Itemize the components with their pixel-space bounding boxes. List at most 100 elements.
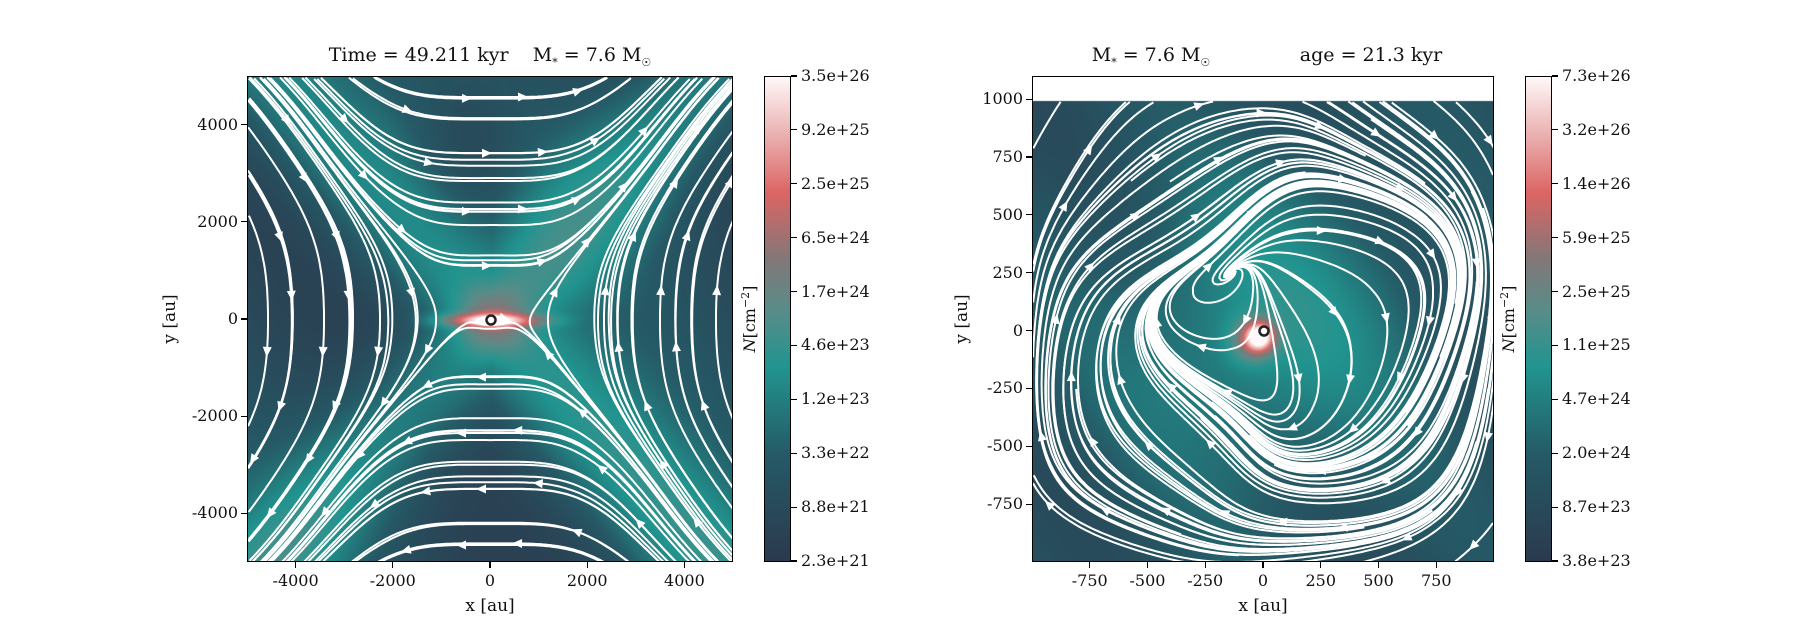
panel1-streamlines: [248, 77, 732, 561]
streamline-arrow: [1259, 448, 1271, 459]
streamline-arrow: [638, 126, 649, 137]
streamline-arrow: [691, 123, 702, 135]
streamline: [1035, 112, 1292, 547]
streamline-arrow: [1487, 316, 1493, 327]
y-tick-mark: [241, 318, 247, 320]
streamline-arrow: [1100, 507, 1112, 517]
cb-label-unit: [cm: [740, 308, 760, 339]
streamline: [1110, 174, 1456, 447]
colorbar-tick-label: 9.2e+25: [801, 119, 870, 139]
streamline: [1033, 464, 1472, 561]
streamline-arrow: [659, 459, 669, 471]
colorbar-tick-label: 8.8e+21: [801, 497, 870, 517]
streamline: [1169, 134, 1464, 469]
streamline: [546, 77, 720, 322]
streamline-arrow: [1454, 486, 1464, 497]
streamline: [281, 488, 345, 561]
panel1-ylabel: y [au]: [160, 294, 180, 344]
sun-symbol: ☉: [641, 55, 652, 69]
streamline: [1072, 101, 1131, 176]
streamline-arrow: [1346, 374, 1356, 385]
y-tick-label: -2000: [191, 406, 238, 426]
y-tick-label: 250: [992, 262, 1023, 282]
streamline: [512, 488, 660, 561]
streamline: [267, 77, 605, 262]
colorbar-tick-label: 4.7e+24: [1562, 389, 1631, 409]
streamline-arrow: [424, 343, 434, 355]
streamline: [603, 432, 713, 561]
streamline-arrow: [1315, 466, 1327, 476]
streamline-arrow: [544, 349, 555, 361]
colorbar-tick-mark: [1552, 237, 1558, 239]
streamline-arrow: [1160, 507, 1172, 517]
streamline: [607, 82, 732, 490]
streamline: [1044, 174, 1337, 553]
panel2-axes: [1032, 76, 1494, 562]
streamline: [1328, 101, 1472, 234]
streamline: [1033, 116, 1112, 265]
streamline: [248, 432, 325, 542]
streamline: [248, 321, 325, 513]
streamline-arrow: [357, 169, 369, 180]
streamline: [492, 544, 602, 561]
streamline: [1302, 100, 1474, 408]
streamline-arrow: [614, 341, 624, 352]
streamline-arrow: [422, 379, 434, 389]
colorbar-tick-label: 7.3e+26: [1562, 66, 1631, 85]
streamline-arrow: [536, 258, 548, 267]
streamline-arrow: [476, 484, 487, 494]
y-tick-label: 0: [227, 309, 238, 328]
colorbar-tick-mark: [1552, 506, 1558, 508]
streamline: [679, 376, 732, 488]
streamline: [1070, 161, 1414, 524]
streamline-arrow: [1219, 510, 1231, 519]
colorbar-tick-label: 1.7e+24: [801, 281, 870, 301]
y-tick-label: 1000: [982, 89, 1023, 109]
streamline-arrow: [570, 197, 582, 206]
streamline-arrow: [700, 399, 710, 411]
streamline: [248, 376, 289, 468]
streamline: [674, 151, 732, 378]
streamline: [301, 77, 661, 182]
streamline-arrow: [724, 177, 732, 189]
streamline-arrow: [476, 372, 487, 382]
panel1-xlabel: x [au]: [465, 596, 515, 616]
streamline-arrow: [1193, 102, 1205, 111]
streamline: [1214, 116, 1471, 480]
y-tick-mark: [1026, 329, 1032, 332]
streamline: [269, 383, 605, 561]
streamline-arrow: [343, 290, 353, 301]
streamline: [603, 544, 629, 561]
streamline: [567, 77, 666, 154]
streamline-arrow: [1277, 517, 1288, 527]
streamline-arrow: [1459, 372, 1469, 384]
y-tick-mark: [1026, 387, 1032, 390]
streamline: [380, 544, 492, 561]
streamline: [1136, 215, 1472, 499]
streamline: [1033, 116, 1052, 149]
streamline: [1432, 100, 1493, 176]
streamline-arrow: [656, 285, 666, 296]
x-tick-mark: [683, 562, 685, 568]
x-tick-label: 4000: [664, 571, 705, 590]
streamline-arrow: [1413, 426, 1423, 438]
y-tick-label: -500: [987, 436, 1023, 456]
colorbar-tick-mark: [1552, 129, 1558, 131]
panel1-axes: [247, 76, 733, 562]
streamline: [659, 77, 680, 98]
streamline: [287, 432, 492, 561]
streamline: [343, 78, 703, 227]
y-tick-mark: [1026, 272, 1032, 274]
streamline-arrow: [1483, 134, 1493, 146]
streamline-arrow: [671, 341, 681, 352]
streamline: [623, 78, 691, 154]
streamline-arrow: [318, 346, 328, 357]
colorbar-tick-mark: [1552, 75, 1558, 77]
colorbar-tick-mark: [791, 237, 797, 239]
y-tick-label: -4000: [191, 503, 238, 523]
streamline: [1301, 522, 1434, 561]
colorbar-tick-label: 6.5e+24: [801, 227, 870, 247]
streamline: [1470, 352, 1493, 466]
streamline-arrow: [1058, 201, 1068, 212]
streamline-arrow: [1084, 262, 1095, 273]
